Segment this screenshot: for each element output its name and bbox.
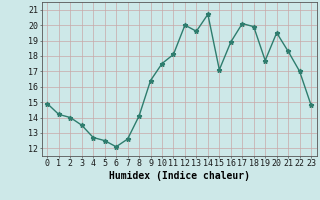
X-axis label: Humidex (Indice chaleur): Humidex (Indice chaleur) bbox=[109, 171, 250, 181]
